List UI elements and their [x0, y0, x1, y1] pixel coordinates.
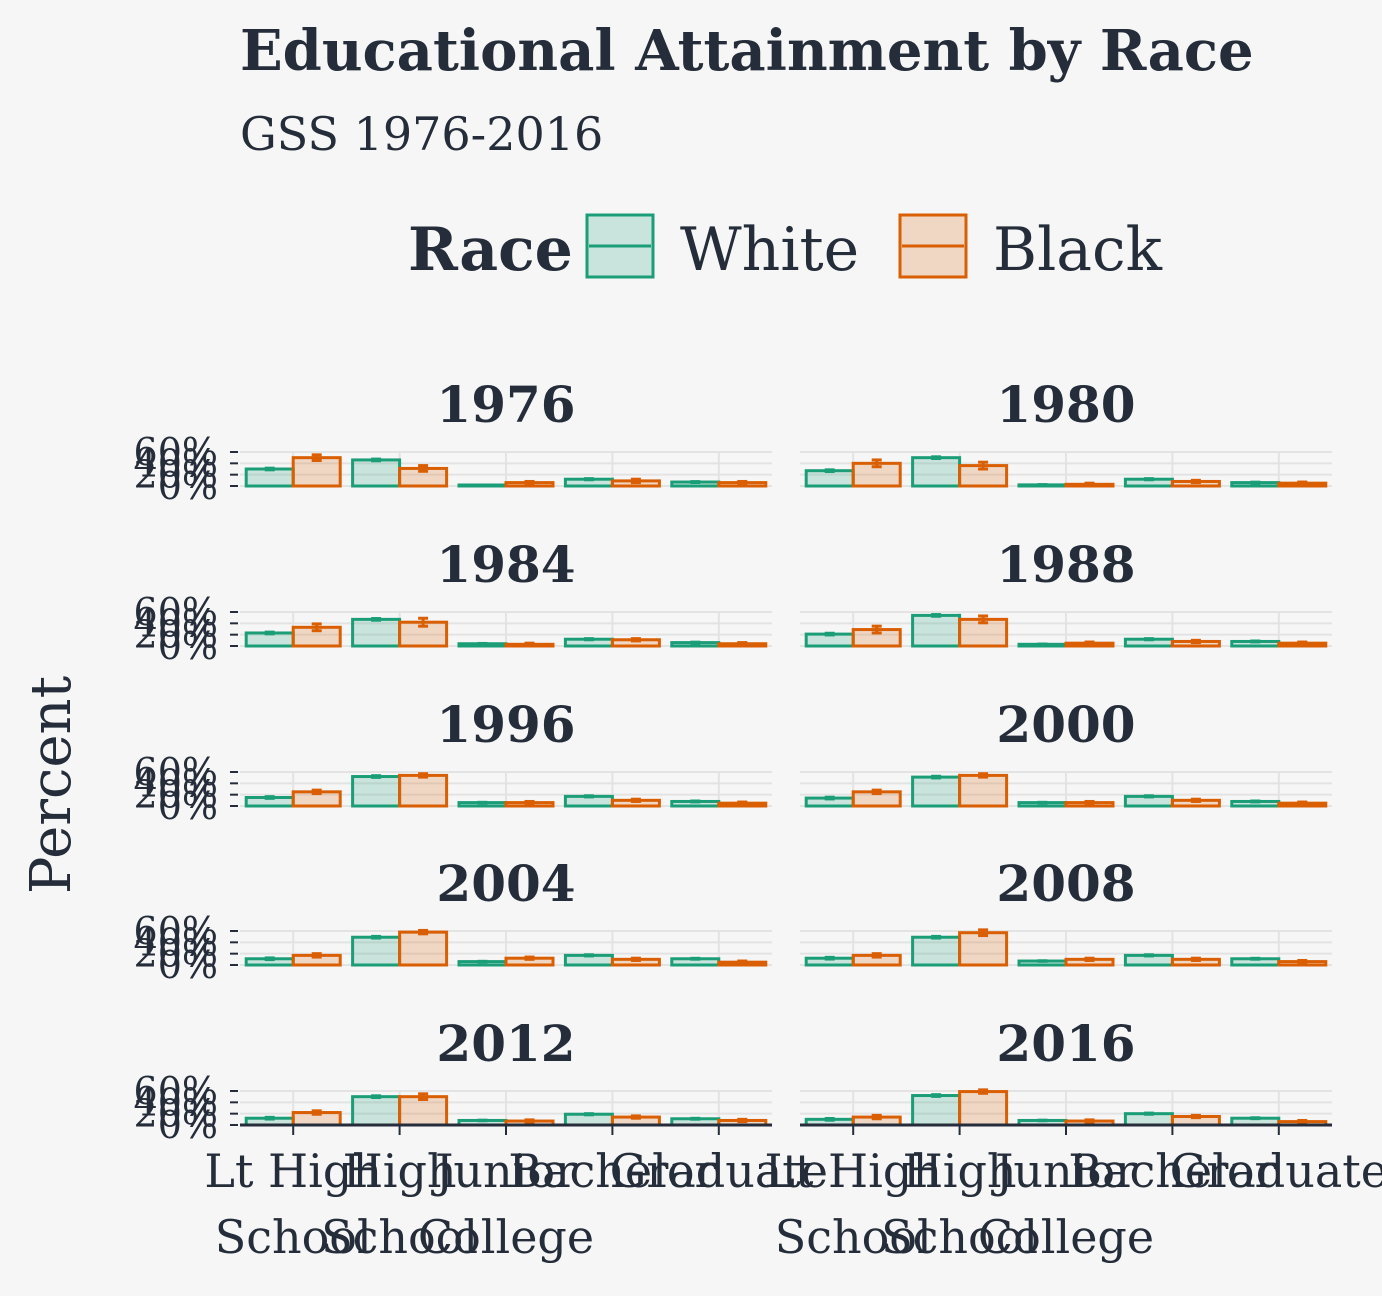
x-tick-label: Lt High	[764, 1144, 942, 1198]
legend-label-white: White	[680, 215, 859, 285]
x-tick-label: School	[215, 1210, 372, 1264]
y-tick-label: 20%	[134, 613, 218, 657]
panel-1984: 1984 0%20%40%60%	[134, 535, 772, 668]
y-tick-label: 40%	[134, 761, 218, 805]
bar-black-2	[958, 773, 1009, 808]
panel-2012: 2012 0%20%40%60% Lt High School High School Ju…	[134, 1014, 828, 1264]
x-tick-label: Junior	[991, 1144, 1137, 1198]
bar-black-2	[958, 1090, 1009, 1127]
y-tick-label: 60%	[134, 430, 218, 474]
x-tick-label: Graduate	[1170, 1144, 1382, 1198]
panel-1996: 1996 0%20%40%60%	[134, 695, 772, 828]
x-tick-label: School	[775, 1210, 932, 1264]
bar-white-2	[351, 775, 402, 808]
y-tick-label: 40%	[134, 441, 218, 485]
x-tick-label: High	[903, 1144, 1017, 1198]
panel-title: 2004	[436, 854, 575, 913]
panel-title: 2008	[996, 854, 1135, 913]
y-axis-label: Percent	[19, 675, 84, 894]
legend-entry-black: Black	[898, 213, 1163, 285]
bar-black-2	[398, 930, 449, 967]
x-tick-label: College	[418, 1210, 594, 1264]
x-tick-label: Lt High	[204, 1144, 382, 1198]
y-tick-label: 0%	[158, 1103, 218, 1147]
x-tick-label: School	[321, 1210, 478, 1264]
panel-title: 2000	[996, 695, 1135, 754]
bar-white-2	[911, 613, 962, 648]
x-tick-label: Graduate	[610, 1144, 828, 1198]
y-tick-label: 20%	[134, 1092, 218, 1136]
x-tick-label: Bachelor	[1068, 1144, 1276, 1198]
bar-white-2	[351, 617, 402, 648]
y-tick-label: 40%	[134, 920, 218, 964]
chart-subtitle: GSS 1976-2016	[240, 107, 603, 161]
y-tick-label: 0%	[158, 943, 218, 987]
panel-2008: 2008	[800, 854, 1332, 967]
bar-white-2	[911, 935, 962, 967]
panel-2000: 2000	[800, 695, 1332, 808]
panel-title: 1976	[436, 375, 575, 434]
y-tick-label: 20%	[134, 932, 218, 976]
y-tick-label: 60%	[134, 909, 218, 953]
legend-title: Race	[408, 215, 573, 285]
panel-title: 1988	[996, 535, 1135, 594]
x-tick-label: Bachelor	[508, 1144, 716, 1198]
legend-entry-white: White	[585, 213, 859, 285]
bar-white-2	[911, 1094, 962, 1127]
bar-white-2	[911, 775, 962, 808]
x-tick-label: Junior	[431, 1144, 577, 1198]
panel-1976: 1976 0%20%40%60%	[134, 375, 772, 508]
panel-1980: 1980	[800, 375, 1332, 488]
y-tick-label: 0%	[158, 784, 218, 828]
y-tick-label: 20%	[134, 773, 218, 817]
y-tick-label: 0%	[158, 464, 218, 508]
y-tick-label: 60%	[134, 750, 218, 794]
chart-title: Educational Attainment by Race	[240, 18, 1254, 84]
x-tick-label: College	[978, 1210, 1154, 1264]
y-tick-label: 0%	[158, 624, 218, 668]
bar-black-2	[958, 931, 1009, 967]
y-tick-label: 60%	[134, 1069, 218, 1113]
bar-white-2	[351, 458, 402, 488]
x-tick-label: High	[343, 1144, 457, 1198]
bar-white-2	[911, 456, 962, 488]
bar-white-1	[244, 467, 295, 488]
panel-title: 1984	[436, 535, 575, 594]
panel-2016: 2016 Lt High School High School Junior College…	[764, 1014, 1382, 1264]
y-tick-label: 60%	[134, 590, 218, 634]
facet-panels: 19760%20%40%60%198019840%20%40%60%198819…	[134, 375, 1382, 1264]
y-tick-label: 20%	[134, 453, 218, 497]
legend: Race White Black	[408, 213, 1163, 285]
y-tick-label: 40%	[134, 1080, 218, 1124]
bar-white-2	[351, 1095, 402, 1127]
bar-black-2	[398, 773, 449, 808]
panel-title: 1980	[996, 375, 1135, 434]
x-tick-label: School	[881, 1210, 1038, 1264]
legend-label-black: Black	[993, 215, 1163, 285]
bar-white-2	[351, 935, 402, 967]
y-tick-label: 40%	[134, 601, 218, 645]
panel-1988: 1988	[800, 535, 1332, 648]
panel-2004: 2004 0%20%40%60%	[134, 854, 772, 987]
panel-title: 2012	[436, 1014, 575, 1073]
panel-title: 1996	[436, 695, 575, 754]
panel-title: 2016	[996, 1014, 1135, 1073]
